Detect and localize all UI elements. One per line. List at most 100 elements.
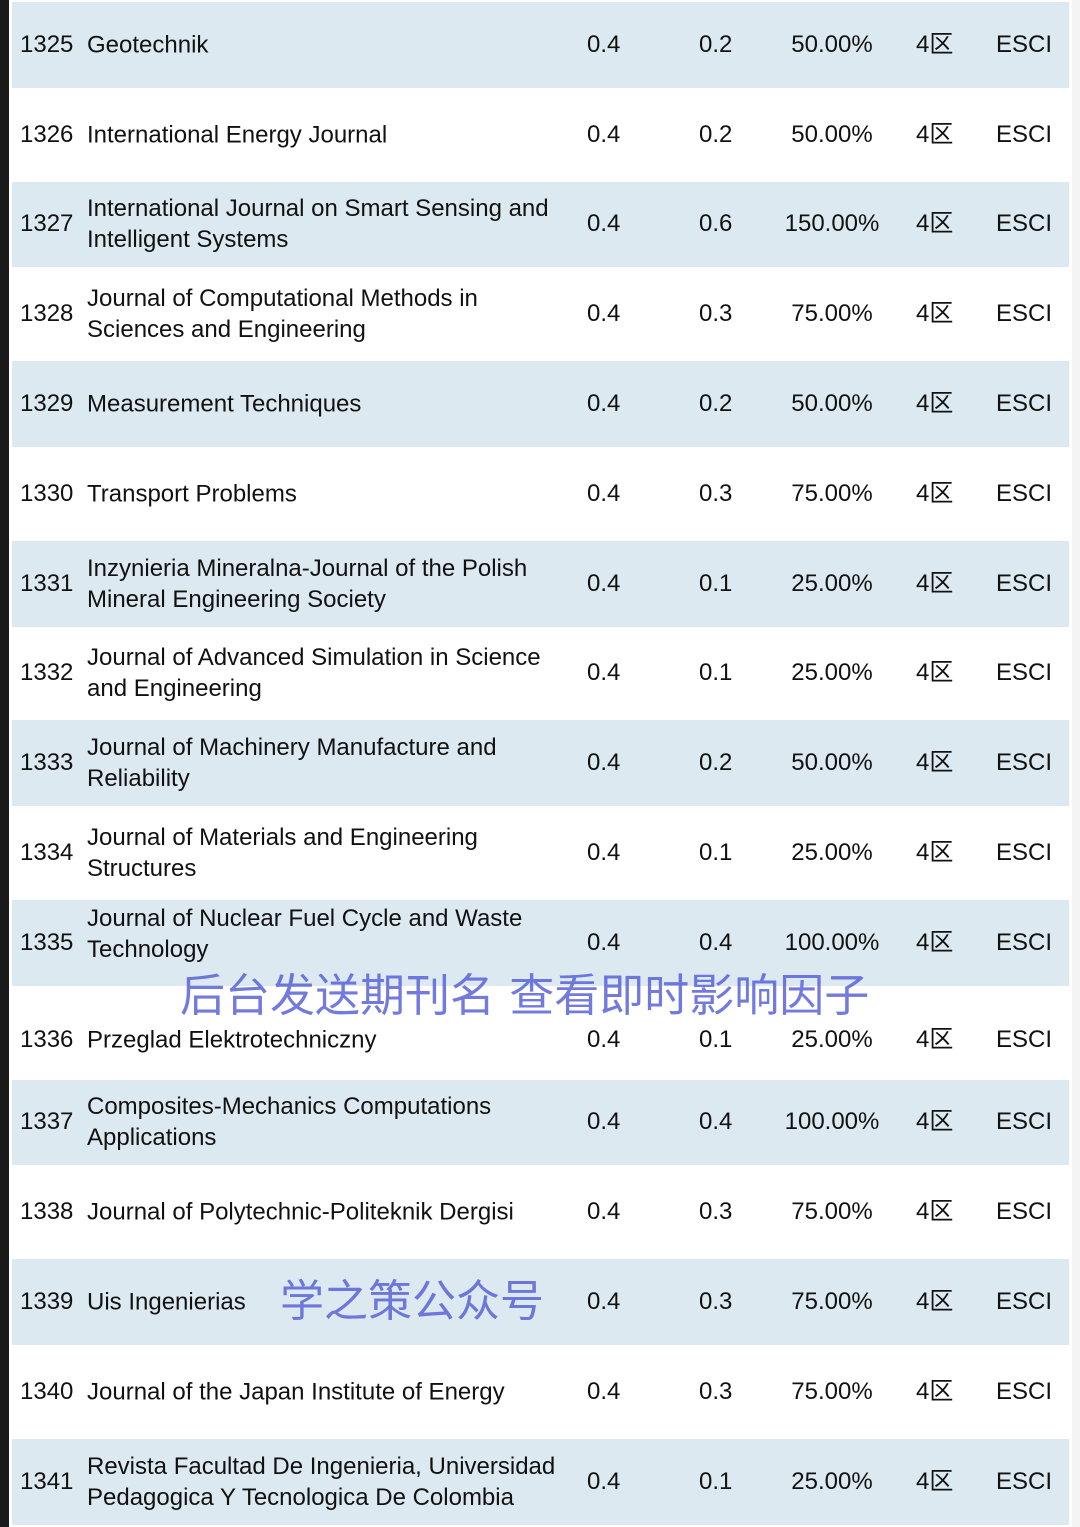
zone: 4区 xyxy=(916,300,954,328)
database: ESCI xyxy=(996,1025,1053,1053)
database: ESCI xyxy=(996,1288,1053,1316)
change-percent: 50.00% xyxy=(791,120,873,148)
realtime-impact-factor: 0.4 xyxy=(699,1108,733,1136)
realtime-impact-factor: 0.3 xyxy=(699,1377,733,1405)
impact-factor: 0.4 xyxy=(587,479,621,507)
realtime-impact-factor: 0.1 xyxy=(699,569,733,597)
realtime-impact-factor: 0.2 xyxy=(699,30,733,58)
row-number: 1329 xyxy=(20,390,74,418)
realtime-impact-factor: 0.2 xyxy=(699,120,733,148)
zone: 4区 xyxy=(916,479,954,507)
change-percent: 75.00% xyxy=(791,300,873,328)
realtime-impact-factor: 0.1 xyxy=(699,659,733,687)
table-row: 1330 Transport Problems 0.4 0.3 75.00% 4区 ESCI xyxy=(12,449,1069,539)
change-percent: 75.00% xyxy=(791,1198,873,1226)
zone: 4区 xyxy=(916,390,954,418)
change-percent: 100.00% xyxy=(784,928,880,956)
journal-name: Journal of Nuclear Fuel Cycle and Waste … xyxy=(87,904,523,963)
database: ESCI xyxy=(996,749,1053,777)
table-row: 1326 International Energy Journal 0.4 0.2 50… xyxy=(12,90,1069,180)
row-number: 1330 xyxy=(20,479,74,507)
zone: 4区 xyxy=(916,1108,954,1136)
realtime-impact-factor: 0.3 xyxy=(699,300,733,328)
change-percent: 150.00% xyxy=(784,210,880,238)
row-number: 1326 xyxy=(20,120,74,148)
database: ESCI xyxy=(996,569,1053,597)
database: ESCI xyxy=(996,210,1053,238)
table-row: 1328 Journal of Computational Methods in … xyxy=(12,269,1069,359)
journal-name: Journal of Computational Methods in Scie… xyxy=(87,285,478,344)
zone: 4区 xyxy=(916,569,954,597)
impact-factor: 0.4 xyxy=(587,659,621,687)
table-row: 1329 Measurement Techniques 0.4 0.2 50.00% 4区… xyxy=(12,359,1069,449)
row-number: 1333 xyxy=(20,749,74,777)
change-percent: 50.00% xyxy=(791,30,873,58)
realtime-impact-factor: 0.1 xyxy=(699,1467,733,1495)
zone: 4区 xyxy=(916,30,954,58)
impact-factor: 0.4 xyxy=(587,1467,621,1495)
realtime-impact-factor: 0.6 xyxy=(699,210,733,238)
journal-name: Uis Ingenierias xyxy=(87,1288,246,1316)
realtime-impact-factor: 0.3 xyxy=(699,1198,733,1226)
database: ESCI xyxy=(996,30,1053,58)
table-row: 1341 Revista Facultad De Ingenieria, Univ… xyxy=(12,1436,1069,1527)
row-number: 1331 xyxy=(20,569,74,597)
journal-table: 1325 Geotechnik 0.4 0.2 50.00% 4区 ESCI 1326 Inte… xyxy=(12,0,1069,1527)
row-number: 1335 xyxy=(20,928,74,956)
realtime-impact-factor: 0.3 xyxy=(699,1288,733,1316)
table-row: 1339 Uis Ingenierias 0.4 0.3 75.00% 4区 ESCI xyxy=(12,1257,1069,1347)
realtime-impact-factor: 0.2 xyxy=(699,749,733,777)
impact-factor: 0.4 xyxy=(587,1108,621,1136)
zone: 4区 xyxy=(916,1288,954,1316)
row-number: 1325 xyxy=(20,30,74,58)
impact-factor: 0.4 xyxy=(587,1288,621,1316)
impact-factor: 0.4 xyxy=(587,300,621,328)
left-border xyxy=(0,0,9,1527)
change-percent: 25.00% xyxy=(791,839,873,867)
watermark-account: 学之策公众号 xyxy=(280,1276,544,1327)
table-row: 1336 Przeglad Elektrotechniczny 0.4 0.1 25.0… xyxy=(12,988,1069,1078)
journal-name: Composites-Mechanics Computations Applic… xyxy=(87,1093,492,1152)
journal-name: Revista Facultad De Ingenieria, Universi… xyxy=(87,1452,556,1511)
journal-name: Journal of the Japan Institute of Energy xyxy=(87,1378,505,1406)
journal-name: Measurement Techniques xyxy=(87,390,362,418)
realtime-impact-factor: 0.1 xyxy=(699,1025,733,1053)
realtime-impact-factor: 0.3 xyxy=(699,479,733,507)
row-number: 1337 xyxy=(20,1108,74,1136)
zone: 4区 xyxy=(916,659,954,687)
journal-name: Journal of Machinery Manufacture and Rel… xyxy=(87,734,497,793)
impact-factor: 0.4 xyxy=(587,928,621,956)
table-row: 1338 Journal of Polytechnic-Politeknik De… xyxy=(12,1167,1069,1257)
table-row: 1337 Composites-Mechanics Computations Ap… xyxy=(12,1077,1069,1168)
table-row: 1333 Journal of Machinery Manufacture and… xyxy=(12,718,1069,809)
row-number: 1328 xyxy=(20,300,74,328)
database: ESCI xyxy=(996,659,1053,687)
row-number: 1334 xyxy=(20,839,74,867)
change-percent: 75.00% xyxy=(791,1377,873,1405)
journal-name: Journal of Polytechnic-Politeknik Dergis… xyxy=(87,1198,514,1226)
impact-factor: 0.4 xyxy=(587,120,621,148)
impact-factor: 0.4 xyxy=(587,569,621,597)
impact-factor: 0.4 xyxy=(587,1198,621,1226)
change-percent: 25.00% xyxy=(791,569,873,597)
journal-name: Inzynieria Mineralna-Journal of the Poli… xyxy=(87,554,528,613)
change-percent: 25.00% xyxy=(791,1467,873,1495)
zone: 4区 xyxy=(916,210,954,238)
database: ESCI xyxy=(996,390,1053,418)
table-row: 1332 Journal of Advanced Simulation in Sc… xyxy=(12,629,1069,719)
impact-factor: 0.4 xyxy=(587,749,621,777)
change-percent: 25.00% xyxy=(791,659,873,687)
journal-name: Przeglad Elektrotechniczny xyxy=(87,1026,377,1054)
table-row: 1335 Journal of Nuclear Fuel Cycle and Wa… xyxy=(12,897,1069,988)
database: ESCI xyxy=(996,1467,1053,1495)
change-percent: 75.00% xyxy=(791,479,873,507)
row-number: 1339 xyxy=(20,1288,74,1316)
table-row: 1334 Journal of Materials and Engineering… xyxy=(12,808,1069,898)
database: ESCI xyxy=(996,928,1053,956)
right-border xyxy=(1072,0,1080,1527)
database: ESCI xyxy=(996,1377,1053,1405)
change-percent: 50.00% xyxy=(791,390,873,418)
zone: 4区 xyxy=(916,1025,954,1053)
impact-factor: 0.4 xyxy=(587,390,621,418)
database: ESCI xyxy=(996,839,1053,867)
